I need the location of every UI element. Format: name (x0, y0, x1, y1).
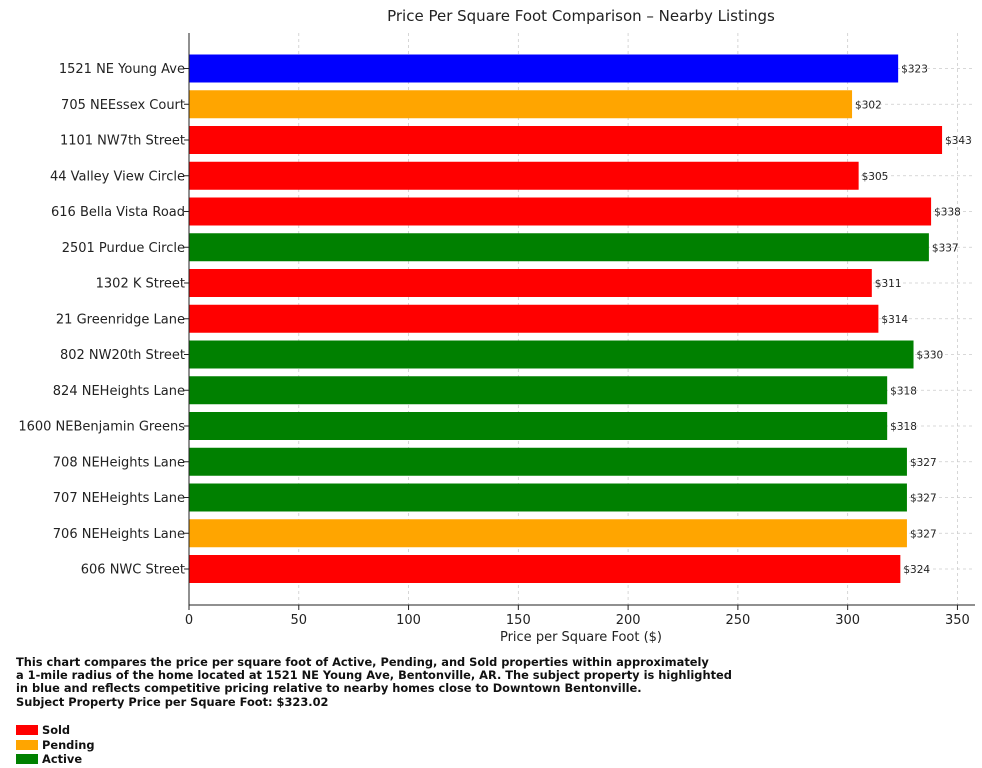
category-label: 1600 NEBenjamin Greens (18, 420, 185, 435)
bar (189, 483, 907, 512)
category-label: 21 Greenridge Lane (56, 312, 185, 327)
value-label: $343 (945, 135, 972, 147)
caption-line: This chart compares the price per square… (16, 655, 709, 669)
category-label: 1101 NW7th Street (60, 134, 185, 149)
x-tick-label: 300 (835, 613, 860, 628)
chart-title: Price Per Square Foot Comparison – Nearb… (387, 7, 775, 25)
caption-line: Subject Property Price per Square Foot: … (16, 694, 329, 709)
labels: 0 50 100 150 200 250 300 350 1521 NE Young Ave $3… (18, 62, 971, 628)
value-label: $305 (862, 171, 889, 183)
axes (184, 33, 975, 610)
legend-swatch (16, 739, 38, 750)
category-label: 1521 NE Young Ave (59, 62, 185, 77)
x-tick-label: 100 (396, 613, 421, 628)
category-label: 44 Valley View Circle (50, 169, 185, 184)
x-tick-label: 200 (616, 613, 641, 628)
value-label: $318 (890, 421, 917, 433)
value-label: $314 (881, 314, 908, 326)
legend-swatch (16, 725, 38, 736)
bars (189, 54, 943, 583)
bar (189, 54, 899, 83)
legend-swatch (16, 754, 38, 765)
bar (189, 555, 901, 583)
legend-label: Pending (42, 737, 95, 752)
bar (189, 304, 879, 333)
category-label: 706 NEHeights Lane (53, 527, 185, 542)
bar (189, 90, 853, 119)
bar (189, 161, 859, 190)
legend-item-active: Active (16, 752, 95, 767)
value-label: $311 (875, 278, 902, 290)
x-tick-label: 0 (185, 613, 193, 628)
legend-label: Active (42, 752, 83, 767)
value-label: $324 (903, 564, 930, 576)
category-label: 606 NWC Street (81, 563, 185, 578)
value-label: $327 (910, 528, 937, 540)
value-label: $302 (855, 99, 882, 111)
category-label: 708 NEHeights Lane (53, 455, 185, 470)
x-tick-label: 150 (506, 613, 531, 628)
bar (189, 340, 914, 369)
caption-line: a 1-mile radius of the home located at 1… (16, 668, 732, 683)
category-label: 616 Bella Vista Road (51, 205, 185, 220)
category-label: 1302 K Street (96, 277, 185, 292)
x-tick-label: 50 (291, 613, 308, 628)
bar (189, 269, 872, 297)
bar (189, 233, 929, 262)
bar (189, 197, 932, 226)
bar (189, 519, 907, 548)
value-label: $338 (934, 207, 961, 219)
caption-line: in blue and reflects competitive pricing… (16, 681, 642, 696)
value-label: $323 (901, 64, 928, 76)
category-label: 2501 Purdue Circle (62, 241, 185, 256)
value-label: $318 (890, 385, 917, 397)
category-label: 824 NEHeights Lane (53, 384, 185, 399)
bar (189, 126, 943, 154)
value-label: $337 (932, 242, 959, 254)
x-tick-label: 250 (725, 613, 750, 628)
category-label: 802 NW20th Street (60, 348, 185, 363)
category-label: 705 NEEssex Court (61, 98, 185, 113)
bar (189, 412, 888, 440)
legend-item-pending: Pending (16, 738, 95, 753)
legend: Sold Pending Active (16, 723, 95, 767)
bar (189, 447, 907, 476)
bar-chart: Price Per Square Foot Comparison – Nearb… (18, 7, 975, 645)
legend-label: Sold (42, 723, 71, 738)
value-label: $327 (910, 457, 937, 469)
x-axis-label: Price per Square Foot ($) (500, 630, 662, 645)
legend-item-sold: Sold (16, 723, 95, 738)
category-label: 707 NEHeights Lane (53, 491, 185, 506)
x-tick-label: 350 (945, 613, 970, 628)
value-label: $330 (917, 350, 944, 362)
chart-caption: This chart compares the price per square… (16, 655, 816, 709)
value-label: $327 (910, 493, 937, 505)
bar (189, 376, 888, 405)
